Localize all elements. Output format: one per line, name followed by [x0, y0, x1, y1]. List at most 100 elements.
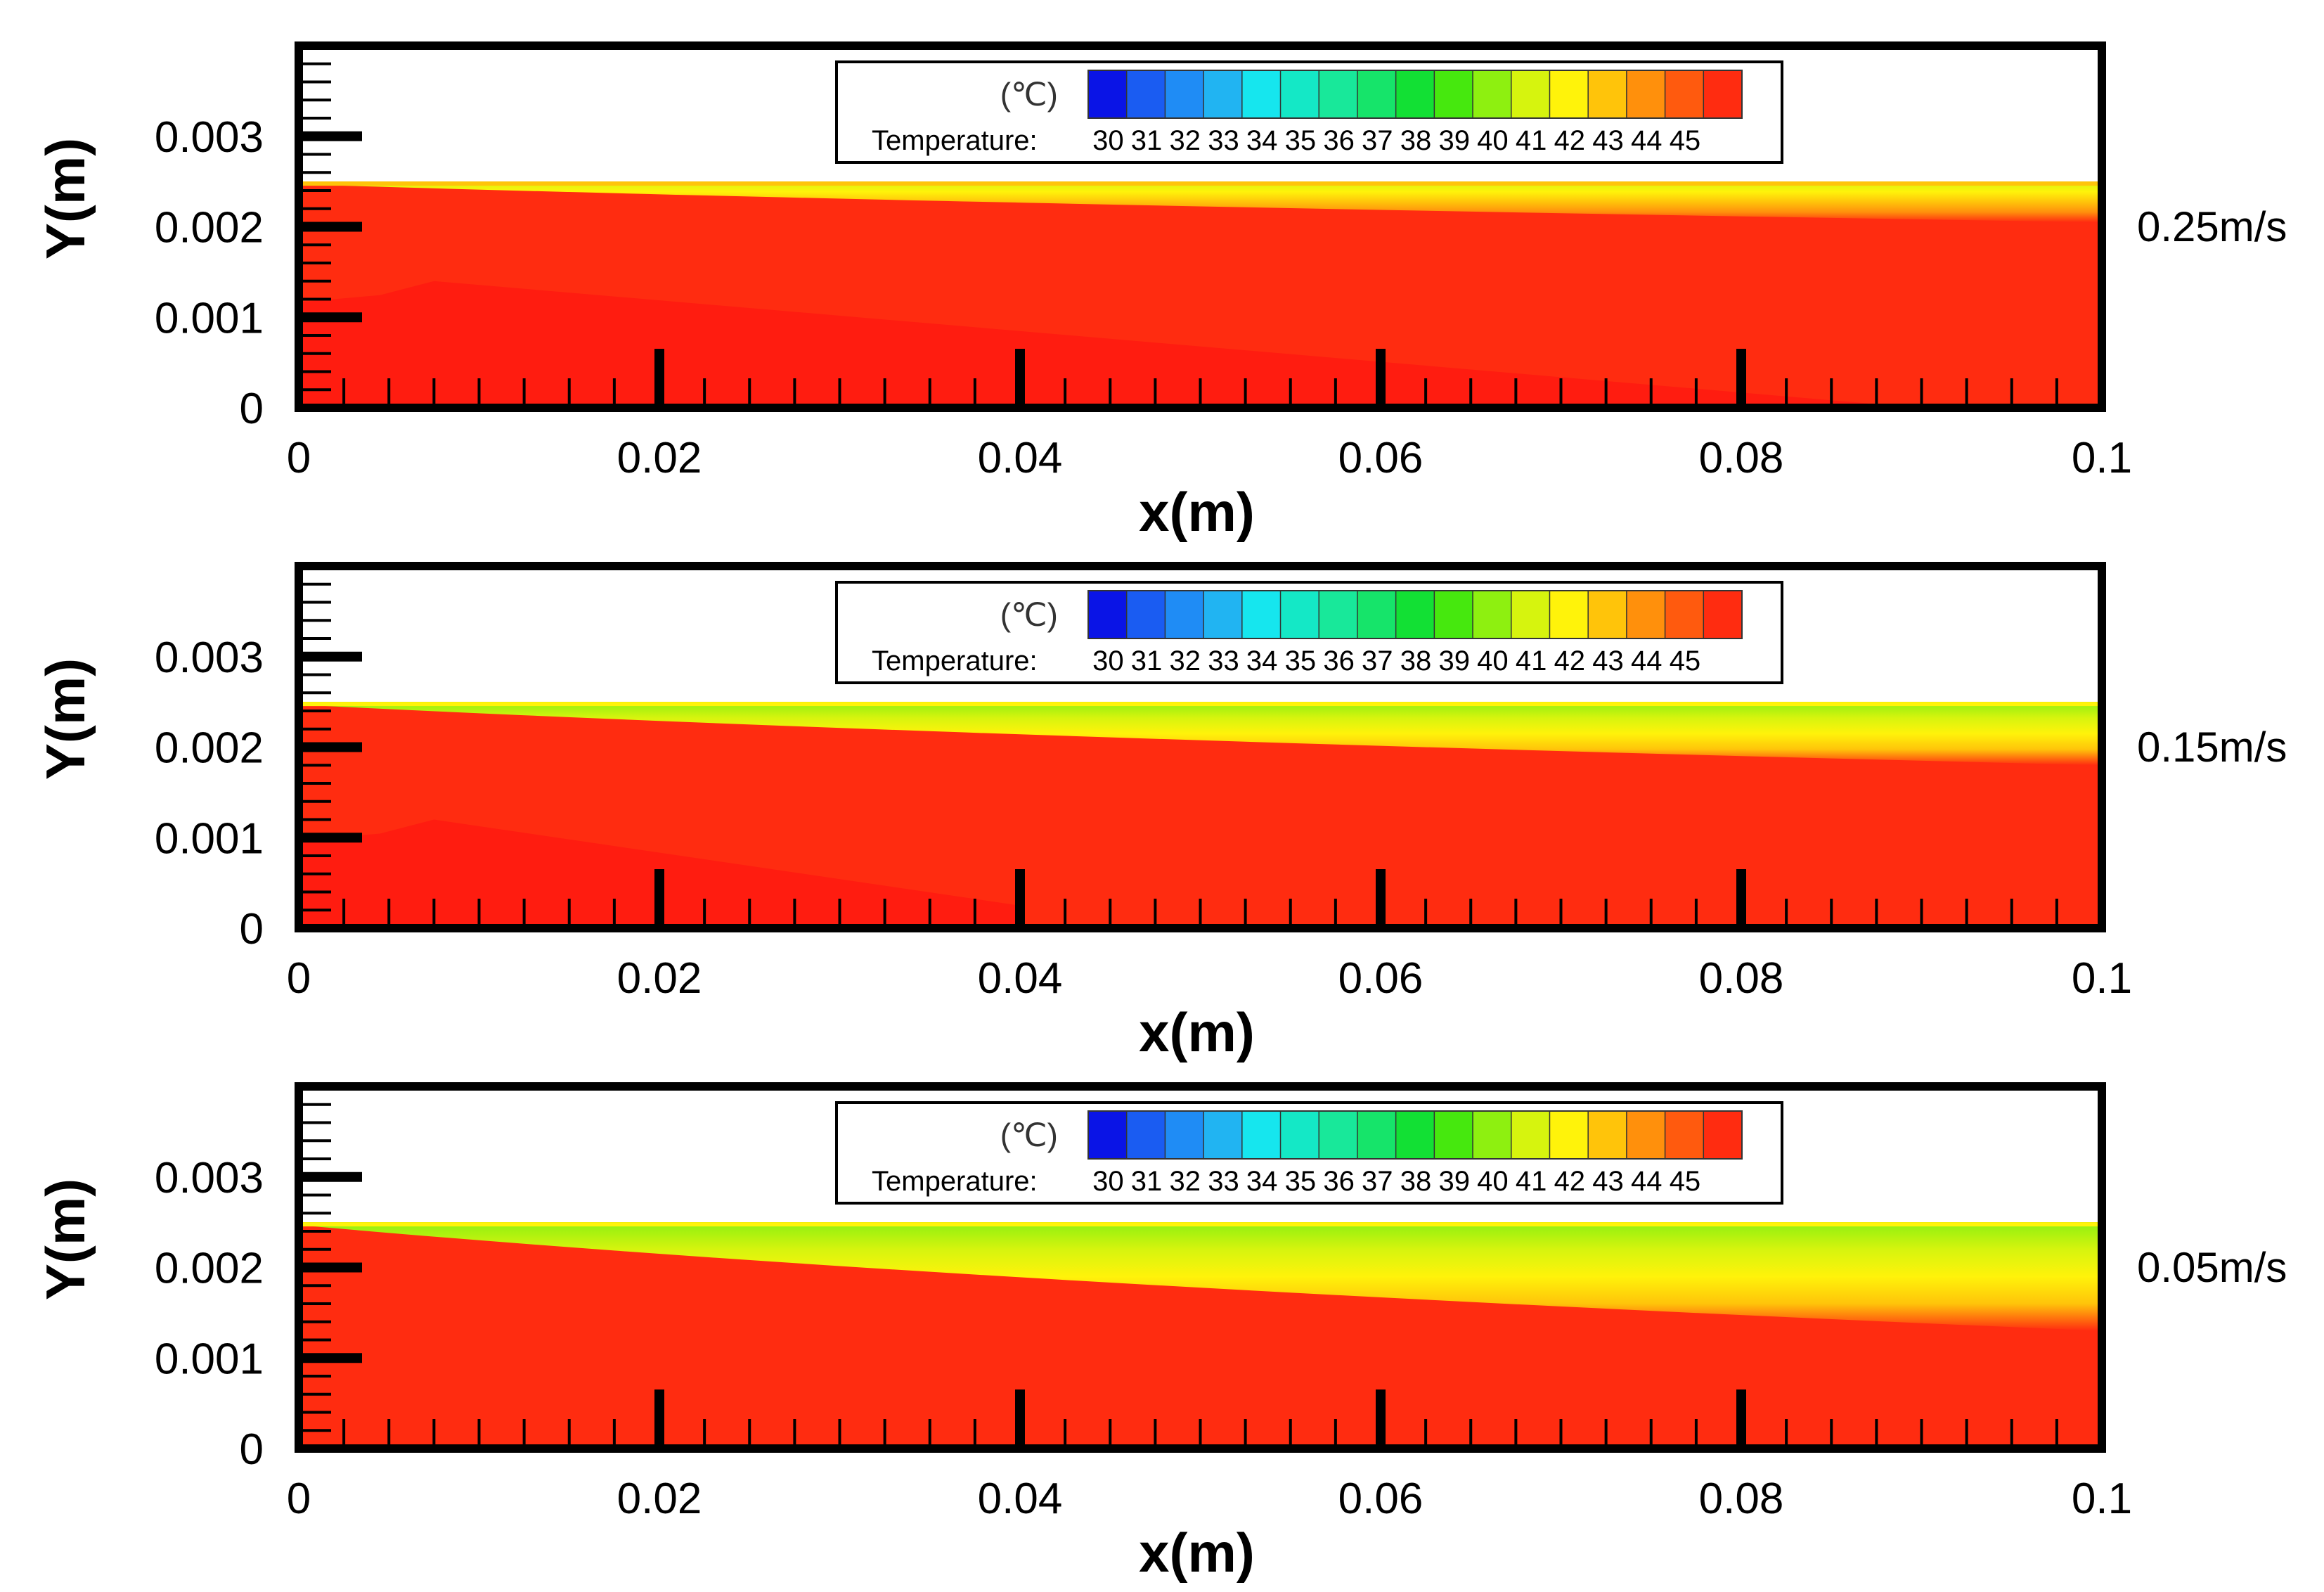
legend-level-label: 33	[1208, 125, 1239, 156]
legend-swatch	[1357, 591, 1397, 638]
x-minor-tick	[928, 1419, 931, 1449]
legend-swatch	[1395, 70, 1435, 118]
y-minor-tick	[299, 691, 331, 695]
y-minor-tick	[299, 1411, 331, 1414]
x-minor-tick	[928, 378, 931, 408]
legend-swatch	[1357, 70, 1397, 118]
x-minor-tick	[567, 899, 571, 928]
y-major-tick	[299, 651, 362, 662]
plot-frame	[295, 41, 2106, 412]
chart-panel-3: 0 0.02 0.04 0.06 0.08 0.1 0 0.001 0.002 0.003 x(m)…	[34, 1082, 2287, 1584]
y-minor-tick	[299, 62, 331, 65]
y-minor-tick	[299, 262, 331, 264]
legend-swatch	[1280, 1111, 1319, 1159]
x-minor-tick	[838, 378, 841, 408]
legend-level-label: 36	[1323, 1166, 1355, 1197]
y-minor-tick	[299, 1103, 331, 1106]
legend-swatch	[1549, 1111, 1589, 1159]
cooled-boundary-layer	[299, 702, 2102, 766]
legend-level-label: 39	[1438, 646, 1470, 676]
legend-swatch	[1126, 1111, 1166, 1159]
legend-level-label: 31	[1131, 1166, 1163, 1197]
legend-swatch	[1319, 1111, 1358, 1159]
x-minor-tick	[1649, 1419, 1653, 1449]
legend-level-label: 38	[1400, 1166, 1432, 1197]
x-minor-tick	[522, 899, 526, 928]
legend-swatch	[1165, 1111, 1204, 1159]
x-minor-tick	[1875, 1419, 1878, 1449]
x-minor-tick	[1334, 899, 1337, 928]
y-minor-tick	[299, 171, 331, 174]
y-major-tick	[299, 833, 362, 843]
legend-swatch	[1473, 1111, 1512, 1159]
x-minor-tick	[342, 378, 346, 408]
legend-level-label: 37	[1362, 646, 1393, 676]
y-minor-tick	[299, 619, 331, 622]
x-minor-tick	[973, 378, 976, 408]
y-minor-tick	[299, 80, 331, 84]
y-minor-tick	[299, 872, 331, 875]
x-minor-tick	[2055, 378, 2058, 408]
colormap-legend: (℃)Temperature: 30 31 32 33 34 35 36 37 38 39 40 41 4…	[835, 60, 1783, 164]
x-minor-tick	[432, 378, 436, 408]
x-minor-tick	[1694, 899, 1698, 928]
y-minor-tick	[299, 800, 331, 803]
x-tick-label: 0.1	[2072, 434, 2132, 482]
legend-swatch	[1395, 591, 1435, 638]
field-top-edge	[299, 702, 2102, 707]
x-minor-tick	[612, 1419, 616, 1449]
x-minor-tick	[2055, 899, 2058, 928]
legend-level-label: 45	[1670, 646, 1701, 676]
y-minor-tick	[299, 243, 331, 247]
y-minor-tick	[299, 1284, 331, 1288]
x-minor-tick	[793, 378, 796, 408]
y-major-tick	[299, 1353, 362, 1363]
x-tick-label: 0.08	[1699, 1475, 1784, 1523]
y-tick-label: 0.002	[155, 724, 264, 773]
x-axis-title: x(m)	[1139, 1001, 1255, 1063]
y-minor-tick	[299, 1121, 331, 1124]
legend-swatch	[1511, 591, 1550, 638]
y-minor-tick	[299, 370, 331, 373]
legend-level-label: 40	[1477, 1166, 1509, 1197]
y-minor-tick	[299, 764, 331, 767]
y-minor-tick	[299, 1193, 331, 1197]
legend-level-label: 35	[1285, 125, 1317, 156]
x-minor-tick	[567, 1419, 571, 1449]
y-minor-tick	[299, 601, 331, 604]
legend-level-label: 34	[1246, 646, 1278, 676]
x-major-tick	[1736, 349, 1746, 408]
legend-swatch	[1241, 591, 1282, 638]
legend-swatch	[1203, 70, 1243, 118]
x-minor-tick	[1830, 899, 1833, 928]
cooled-boundary-layer	[299, 1222, 2102, 1331]
x-major-tick	[654, 349, 664, 408]
x-tick-label: 0.08	[1699, 434, 1784, 482]
x-minor-tick	[1559, 378, 1563, 408]
y-minor-tick	[299, 1320, 331, 1323]
y-tick-label: 0.001	[155, 1335, 264, 1383]
x-minor-tick	[1064, 899, 1067, 928]
legend-swatch	[1473, 70, 1512, 118]
legend-level-label: 44	[1631, 1166, 1663, 1197]
plot-frame	[295, 1082, 2106, 1453]
x-minor-tick	[1559, 899, 1563, 928]
y-minor-tick	[299, 854, 331, 857]
y-major-tick	[299, 222, 362, 232]
x-minor-tick	[1289, 378, 1292, 408]
x-minor-tick	[703, 1419, 706, 1449]
legend-swatch	[1126, 591, 1166, 638]
y-major-tick	[299, 312, 362, 323]
x-minor-tick	[1424, 1419, 1428, 1449]
x-minor-tick	[703, 378, 706, 408]
legend-level-label: 44	[1631, 646, 1663, 676]
y-tick-label: 0.003	[155, 113, 264, 162]
y-tick-label: 0	[240, 1425, 264, 1474]
x-minor-tick	[432, 899, 436, 928]
legend-swatch	[1703, 70, 1743, 118]
x-minor-tick	[2010, 899, 2013, 928]
x-minor-tick	[1785, 899, 1788, 928]
field-top-edge	[299, 1222, 2102, 1227]
legend-level-label: 34	[1246, 125, 1278, 156]
